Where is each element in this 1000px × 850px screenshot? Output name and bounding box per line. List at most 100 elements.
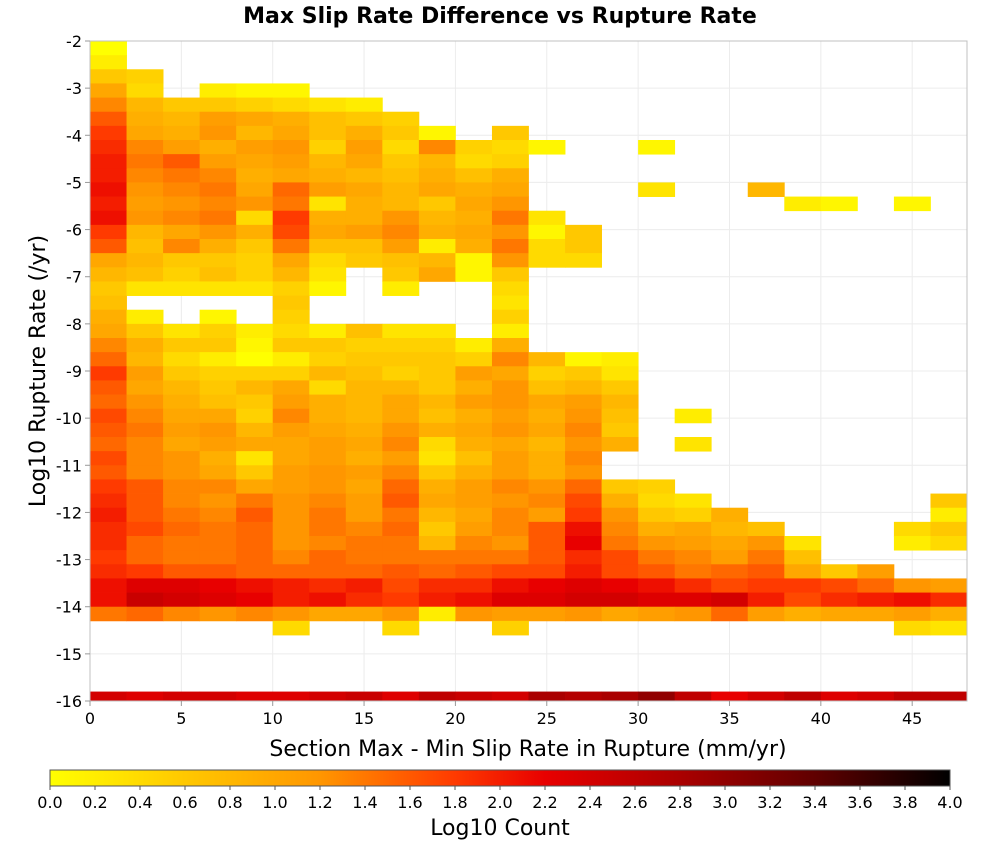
- heatmap-cell: [565, 578, 602, 593]
- heatmap-cell: [528, 592, 566, 608]
- heatmap-cell: [309, 564, 347, 579]
- heatmap-cell: [272, 352, 310, 367]
- heatmap-cell: [163, 239, 201, 254]
- heatmap-cell: [199, 182, 237, 197]
- heatmap-cell: [272, 309, 310, 325]
- heatmap-cell: [528, 224, 566, 240]
- heatmap-cell: [309, 140, 347, 155]
- heatmap-cell: [345, 338, 383, 353]
- heatmap-cell: [528, 408, 566, 424]
- heatmap-cell: [236, 479, 274, 494]
- heatmap-cell: [382, 408, 420, 424]
- heatmap-cell: [455, 437, 493, 452]
- heatmap-cell: [345, 352, 383, 367]
- heatmap-cell: [382, 338, 420, 353]
- heatmap-cell: [90, 550, 127, 565]
- y-axis-ticks: -2 -3 -4 -5 -6 -7 -8 -9 -10 -11 -12 -13 -14 -15 -16: [56, 32, 90, 711]
- heatmap-cell: [674, 564, 712, 579]
- heatmap-cell: [711, 536, 749, 551]
- heatmap-cell: [382, 281, 420, 296]
- heatmap-cell: [418, 154, 456, 169]
- heatmap-cell: [236, 281, 274, 296]
- heatmap-cell: [565, 550, 602, 565]
- heatmap-cell: [272, 281, 310, 296]
- heatmap-cell: [163, 408, 201, 424]
- heatmap-cell: [747, 536, 785, 551]
- heatmap-cell: [345, 437, 383, 452]
- heatmap-cell: [638, 606, 676, 622]
- heatmap-cell: [528, 394, 566, 410]
- heatmap-cell: [418, 437, 456, 452]
- heatmap-cell: [638, 578, 676, 593]
- heatmap-cell: [491, 380, 529, 395]
- heatmap-cell: [455, 408, 493, 424]
- heatmap-cell: [491, 507, 529, 523]
- heatmap-cell: [565, 224, 602, 240]
- x-tick-label: 30: [628, 709, 648, 728]
- heatmap-cell: [455, 394, 493, 410]
- heatmap-cell: [455, 380, 493, 395]
- heatmap-cell: [90, 451, 127, 466]
- heatmap-cell: [345, 125, 383, 141]
- heatmap-cell: [90, 323, 127, 339]
- heatmap-cell: [272, 366, 310, 381]
- heatmap-cell: [382, 422, 420, 438]
- heatmap-cell: [857, 606, 895, 622]
- heatmap-cell: [126, 140, 164, 155]
- colorbar-tick-label: 2.8: [667, 793, 692, 812]
- heatmap-cell: [601, 578, 639, 593]
- heatmap-cell: [199, 479, 237, 494]
- heatmap-cell: [491, 422, 529, 438]
- heatmap-cell: [163, 125, 201, 141]
- heatmap-cell: [236, 578, 274, 593]
- heatmap-cell: [674, 408, 712, 424]
- y-tick-label: -2: [66, 32, 82, 51]
- heatmap-cell: [638, 564, 676, 579]
- heatmap-cell: [382, 154, 420, 169]
- colorbar-tick-label: 3.6: [847, 793, 872, 812]
- heatmap-cell: [90, 239, 127, 254]
- heatmap-cell: [236, 451, 274, 466]
- heatmap-cell: [382, 592, 420, 608]
- heatmap-cell: [747, 691, 785, 702]
- heatmap-cell: [90, 437, 127, 452]
- heatmap-cell: [491, 592, 529, 608]
- heatmap-cell: [491, 691, 529, 702]
- heatmap-cell: [601, 550, 639, 565]
- heatmap-cell: [382, 239, 420, 254]
- heatmap-cell: [199, 224, 237, 240]
- heatmap-cell: [199, 422, 237, 438]
- heatmap-cell: [236, 606, 274, 622]
- heatmap-cell: [820, 196, 858, 212]
- heatmap-cell: [345, 408, 383, 424]
- heatmap-cell: [455, 550, 493, 565]
- heatmap-cell: [674, 493, 712, 509]
- heatmap-cell: [272, 606, 310, 622]
- heatmap-cell: [491, 550, 529, 565]
- heatmap-cell: [163, 606, 201, 622]
- heatmap-cell: [163, 111, 201, 127]
- heatmap-cell: [418, 224, 456, 240]
- y-tick-label: -4: [66, 126, 82, 145]
- colorbar-tick-label: 3.4: [802, 793, 827, 812]
- heatmap-cell: [236, 493, 274, 509]
- heatmap-cell: [309, 210, 347, 226]
- heatmap-cell: [90, 154, 127, 169]
- heatmap-cell: [601, 422, 639, 438]
- heatmap-cell: [382, 578, 420, 593]
- heatmap-cell: [747, 564, 785, 579]
- heatmap-cell: [126, 507, 164, 523]
- heatmap-cell: [90, 408, 127, 424]
- colorbar-tick-label: 1.0: [262, 793, 287, 812]
- heatmap-cell: [163, 352, 201, 367]
- y-tick-label: -14: [56, 598, 82, 617]
- heatmap-cell: [163, 536, 201, 551]
- heatmap-cell: [491, 606, 529, 622]
- heatmap-cell: [126, 224, 164, 240]
- heatmap-cell: [309, 691, 347, 702]
- heatmap-cell: [236, 380, 274, 395]
- heatmap-cell: [784, 606, 822, 622]
- heatmap-cell: [309, 550, 347, 565]
- heatmap-cell: [309, 224, 347, 240]
- heatmap-cell: [272, 140, 310, 155]
